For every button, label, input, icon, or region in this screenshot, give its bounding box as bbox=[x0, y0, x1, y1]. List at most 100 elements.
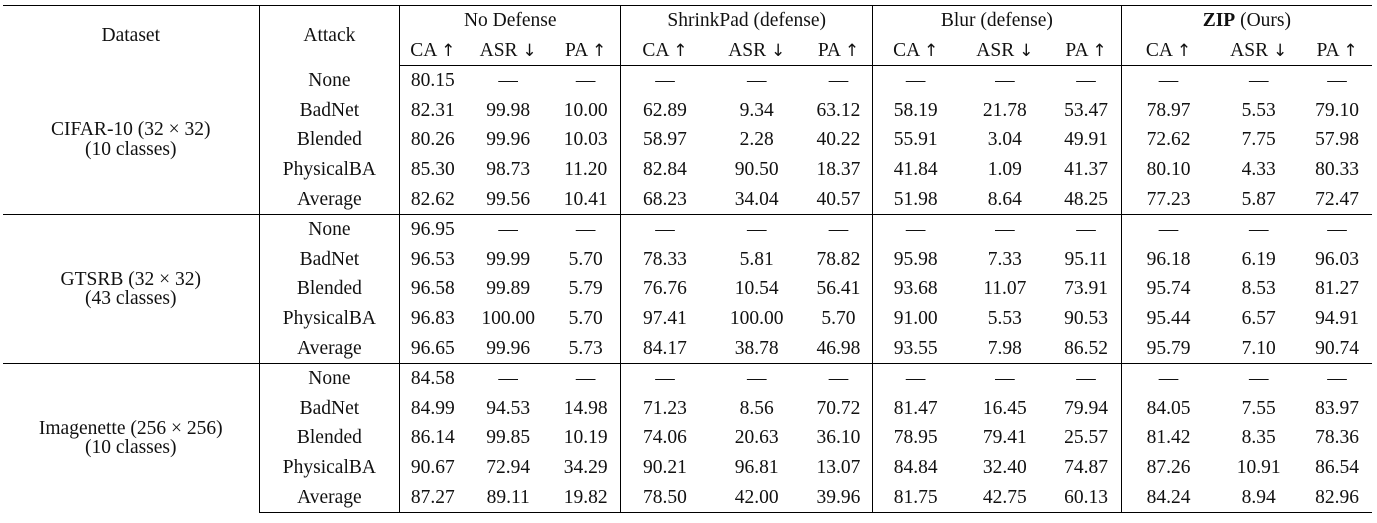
value-cell: 98.73 bbox=[486, 159, 531, 181]
value-cell: 99.99 bbox=[486, 248, 531, 270]
value-cell: 3.04 bbox=[987, 129, 1022, 151]
value-cell: — bbox=[498, 70, 518, 92]
value-cell: 79.41 bbox=[982, 427, 1027, 449]
value-cell: 58.97 bbox=[643, 129, 687, 151]
metric-header-asr: ASR ↓ bbox=[958, 35, 1052, 67]
value-cell: 8.56 bbox=[739, 397, 774, 419]
value-cell: 11.20 bbox=[550, 154, 622, 185]
value-cell: — bbox=[746, 70, 767, 92]
table-row: BadNet 96.53 99.99 5.70 78.33 5.81 78.82 95.98 7… bbox=[3, 244, 1372, 275]
table-row: BadNet 84.99 94.53 14.98 71.23 8.56 70.72 81.47… bbox=[3, 393, 1372, 424]
value-cell: 81.42 bbox=[1146, 427, 1191, 449]
value-cell: 85.30 bbox=[410, 159, 455, 181]
value-cell: 76.76 bbox=[643, 278, 687, 300]
value-cell: 5.87 bbox=[1215, 184, 1303, 216]
attack-name: PhysicalBA bbox=[259, 154, 401, 185]
value-cell: — bbox=[550, 214, 622, 245]
attack-name: Average bbox=[259, 184, 401, 216]
value-cell: — bbox=[995, 70, 1015, 92]
value-cell: 95.98 bbox=[893, 248, 938, 270]
arrow-up-icon: ↑ bbox=[844, 40, 860, 61]
value-cell: 56.41 bbox=[804, 274, 874, 304]
value-cell: 80.26 bbox=[410, 129, 455, 151]
value-cell: 100.00 bbox=[729, 307, 784, 329]
value-cell: — bbox=[465, 214, 551, 245]
attack-name: Average bbox=[259, 482, 401, 514]
metric-label: CA bbox=[1145, 39, 1172, 61]
value-cell: 13.07 bbox=[804, 452, 874, 483]
value-cell: — bbox=[872, 363, 959, 394]
metric-label: ASR bbox=[976, 39, 1015, 61]
value-cell: 5.53 bbox=[987, 307, 1022, 329]
value-cell: 5.70 bbox=[550, 244, 622, 275]
group-header-blur: Blur (defense) bbox=[872, 4, 1122, 36]
value-cell: 57.98 bbox=[1315, 129, 1359, 151]
attack-name: None bbox=[259, 363, 401, 394]
value-cell: — bbox=[958, 363, 1052, 394]
value-cell: 10.03 bbox=[550, 125, 622, 155]
attack-column-header: Attack bbox=[259, 4, 401, 66]
table-row: CIFAR-10 (32 × 32) (10 classes) None 80.15—… bbox=[3, 65, 1372, 215]
value-cell: 94.53 bbox=[486, 397, 531, 419]
value-cell: 40.22 bbox=[804, 125, 874, 155]
group-header-row: Dataset Attack No Defense ShrinkPad (def… bbox=[3, 4, 1372, 66]
arrow-down-icon: ↓ bbox=[522, 40, 537, 61]
value-cell: 96.83 bbox=[410, 307, 455, 329]
value-cell: — bbox=[804, 65, 874, 96]
metric-header-ca: CA ↑ bbox=[620, 35, 709, 67]
table-row: PhysicalBA 96.83 100.00 5.70 97.41 100.00 5.70… bbox=[3, 303, 1372, 334]
value-cell: 7.98 bbox=[958, 333, 1052, 365]
table-row: Average 87.27 89.11 19.82 78.50 42.00 39.96 81.… bbox=[3, 482, 1372, 514]
value-cell: 96.03 bbox=[1315, 248, 1359, 270]
value-cell: 78.50 bbox=[620, 482, 709, 514]
value-cell: 8.64 bbox=[958, 184, 1052, 216]
metric-header-row: CA ↑ ASR ↓ PA ↑ CA ↑ ASR ↓ PA ↑ CA ↑ ASR ↓ PA ↑ C… bbox=[3, 35, 1372, 67]
value-cell: 5.53 bbox=[1241, 99, 1276, 121]
value-cell: 84.24 bbox=[1121, 482, 1216, 514]
value-cell: 80.10 bbox=[1146, 159, 1191, 181]
metric-label: ASR bbox=[728, 39, 767, 61]
value-cell: 72.47 bbox=[1302, 184, 1372, 216]
value-cell: 53.47 bbox=[1051, 95, 1122, 126]
value-cell: — bbox=[550, 65, 622, 96]
value-cell: 7.55 bbox=[1241, 397, 1276, 419]
arrow-up-icon: ↑ bbox=[591, 40, 607, 61]
value-cell: 84.58 bbox=[399, 363, 466, 394]
dataset-classes: (10 classes) bbox=[85, 437, 177, 459]
value-cell: 70.72 bbox=[804, 393, 874, 424]
value-cell: 78.33 bbox=[643, 248, 687, 270]
attack-name: BadNet bbox=[259, 393, 401, 424]
value-cell: 90.21 bbox=[643, 456, 687, 478]
value-cell: 10.19 bbox=[550, 423, 622, 453]
value-cell: 90.50 bbox=[734, 159, 779, 181]
value-cell: — bbox=[708, 214, 805, 245]
value-cell: 90.53 bbox=[1051, 303, 1122, 334]
metric-label: PA bbox=[817, 39, 840, 61]
value-cell: — bbox=[1121, 214, 1216, 245]
table-row: Imagenette (256 × 256) (10 classes) None 84… bbox=[3, 363, 1372, 513]
value-cell: 58.19 bbox=[893, 99, 938, 121]
dataset-name: GTSRB (32 × 32) bbox=[60, 268, 201, 290]
value-cell: — bbox=[1302, 363, 1372, 394]
value-cell: 74.87 bbox=[1051, 452, 1122, 483]
value-cell: — bbox=[1327, 70, 1347, 92]
value-cell: 87.26 bbox=[1146, 456, 1191, 478]
value-cell: 81.75 bbox=[872, 482, 959, 514]
table-body: CIFAR-10 (32 × 32) (10 classes) None 80.15—… bbox=[3, 65, 1372, 514]
value-cell: 84.99 bbox=[410, 397, 455, 419]
value-cell: 18.37 bbox=[804, 154, 874, 185]
value-cell: — bbox=[1248, 70, 1269, 92]
value-cell: — bbox=[905, 70, 926, 92]
metric-label: CA bbox=[410, 39, 437, 61]
arrow-down-icon: ↓ bbox=[1272, 40, 1288, 61]
value-cell: 99.98 bbox=[486, 99, 531, 121]
dataset-name: Imagenette (256 × 256) bbox=[38, 417, 223, 439]
table-row: Blended 86.14 99.85 10.19 74.06 20.63 36.10 78.… bbox=[3, 423, 1372, 453]
value-cell: 78.36 bbox=[1315, 427, 1359, 449]
value-cell: 5.70 bbox=[804, 303, 874, 334]
value-cell: 84.84 bbox=[893, 456, 938, 478]
arrow-up-icon: ↑ bbox=[1092, 40, 1107, 61]
value-cell: 80.15 bbox=[410, 70, 455, 92]
group-header-shrinkpad: ShrinkPad (defense) bbox=[620, 4, 874, 36]
dataset-classes: (43 classes) bbox=[85, 288, 177, 310]
